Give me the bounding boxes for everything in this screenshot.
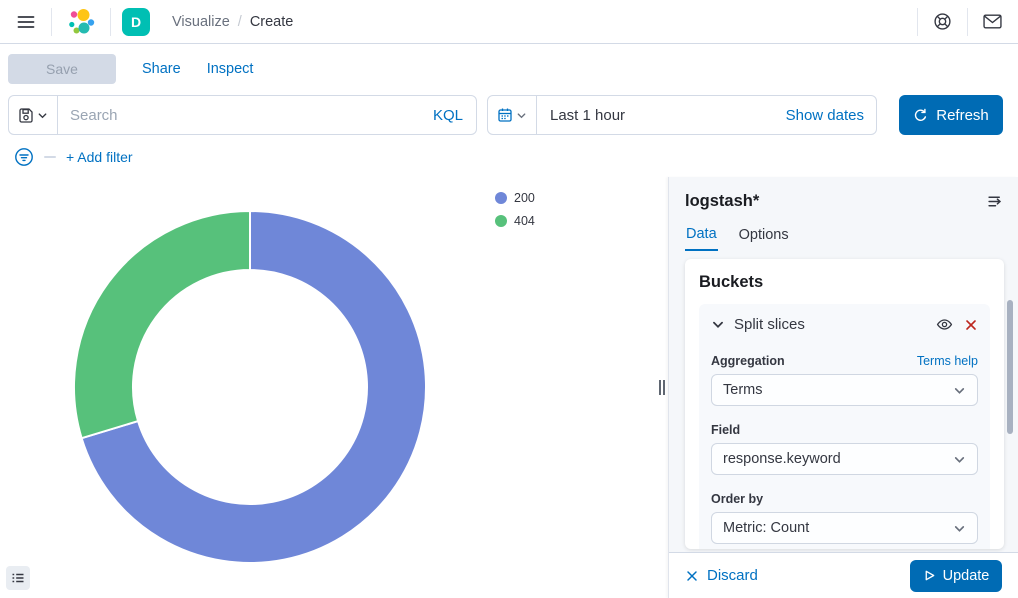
chevron-down-icon	[713, 321, 723, 328]
chart-legend: 200 404	[495, 191, 535, 228]
toggle-visibility-eye-icon[interactable]	[936, 316, 953, 333]
legend-toggle-button[interactable]	[6, 566, 30, 590]
field-label: Field	[711, 423, 741, 437]
order-by-select[interactable]: Metric: Count	[711, 512, 978, 544]
time-range-value[interactable]: Last 1 hour	[537, 107, 638, 124]
date-quick-menu-button[interactable]	[488, 96, 537, 134]
legend-dot-404	[495, 215, 507, 227]
pinned-filters-divider	[44, 156, 56, 158]
legend-item-200[interactable]: 200	[495, 191, 535, 205]
discard-button[interactable]: Discard	[685, 567, 758, 584]
chevron-down-icon	[517, 112, 526, 118]
refresh-button[interactable]: Refresh	[899, 95, 1003, 135]
share-button[interactable]: Share	[142, 60, 181, 77]
space-avatar[interactable]: D	[122, 7, 150, 36]
header-right-icons	[906, 7, 1006, 36]
play-icon	[925, 570, 934, 581]
query-language-button[interactable]: KQL	[420, 107, 476, 124]
chevron-down-icon	[954, 456, 965, 463]
calendar-icon	[498, 108, 512, 122]
chevron-down-icon	[38, 112, 47, 118]
editor-footer: Discard Update	[669, 552, 1018, 598]
donut-slice-404[interactable]	[73, 210, 251, 440]
query-bar: KQL Last 1 hour Show dates Refresh	[0, 95, 1018, 135]
list-icon	[12, 573, 24, 583]
update-button[interactable]: Update	[910, 559, 1002, 592]
tab-data[interactable]: Data	[685, 226, 718, 251]
elastic-logo[interactable]	[63, 4, 99, 40]
buckets-card: Buckets Split slices	[685, 259, 1004, 549]
breadcrumb-separator: /	[237, 13, 242, 30]
visualize-toolbar: Save Share Inspect	[0, 44, 1018, 93]
header-divider	[110, 7, 111, 36]
split-slices-toggle[interactable]: Split slices	[711, 316, 805, 333]
panel-header: logstash*	[685, 192, 1004, 211]
remove-bucket-x-icon[interactable]	[964, 318, 978, 332]
header-divider	[51, 7, 52, 36]
panel-scrollbar[interactable]	[1007, 300, 1013, 434]
donut-chart	[73, 210, 427, 564]
refresh-label: Refresh	[936, 106, 989, 124]
close-icon	[687, 570, 697, 581]
order-by-label: Order by	[711, 492, 764, 506]
field-value: response.keyword	[723, 451, 841, 467]
refresh-icon	[915, 108, 927, 121]
legend-item-404[interactable]: 404	[495, 214, 535, 228]
hamburger-menu-icon[interactable]	[12, 8, 40, 36]
save-button[interactable]: Save	[8, 53, 116, 84]
legend-label-404: 404	[514, 214, 535, 228]
chevron-down-icon	[954, 387, 965, 394]
bucket-agg-panel: Split slices	[699, 304, 990, 549]
saved-query-menu-button[interactable]	[9, 96, 58, 134]
legend-dot-200	[495, 192, 507, 204]
terms-help-link[interactable]: Terms help	[916, 354, 978, 368]
collapse-panel-icon[interactable]	[987, 193, 1004, 210]
filter-options-icon[interactable]	[14, 147, 34, 167]
inspect-button[interactable]: Inspect	[206, 60, 254, 77]
header-divider	[967, 7, 968, 36]
add-filter-button[interactable]: + Add filter	[66, 149, 133, 165]
buckets-heading: Buckets	[699, 273, 764, 291]
show-dates-button[interactable]: Show dates	[774, 107, 876, 124]
panel-resize-handle[interactable]	[659, 379, 665, 395]
header-divider	[917, 7, 918, 36]
date-picker: Last 1 hour Show dates	[487, 95, 877, 135]
breadcrumb-visualize[interactable]: Visualize	[172, 13, 230, 30]
discard-label: Discard	[707, 567, 758, 584]
search-input[interactable]	[58, 106, 420, 124]
chevron-down-icon	[954, 525, 965, 532]
aggregation-select[interactable]: Terms	[711, 374, 978, 406]
legend-label-200: 200	[514, 191, 535, 205]
update-label: Update	[942, 567, 990, 584]
order-by-value: Metric: Count	[723, 520, 810, 536]
editor-tabs: Data Options	[685, 226, 1004, 251]
field-select[interactable]: response.keyword	[711, 443, 978, 475]
index-pattern-title: logstash*	[685, 192, 760, 210]
visualization-chart-area: 200 404	[0, 177, 668, 598]
aggregation-label: Aggregation	[711, 354, 785, 368]
mail-icon[interactable]	[979, 10, 1006, 33]
donut-slice-200[interactable]	[80, 210, 427, 564]
save-query-icon	[19, 108, 33, 123]
breadcrumb-create: Create	[249, 13, 294, 30]
search-box: KQL	[8, 95, 477, 135]
split-slices-row: Split slices	[711, 316, 978, 333]
split-slices-label: Split slices	[734, 316, 805, 333]
top-nav-bar: D Visualize / Create	[0, 0, 1018, 44]
tab-options[interactable]: Options	[738, 226, 790, 251]
visualization-editor-panel: logstash* Data Options Buckets	[668, 177, 1018, 598]
breadcrumb: Visualize / Create	[172, 14, 293, 30]
main-content: 200 404 logstash*	[0, 177, 1018, 598]
help-icon[interactable]	[929, 8, 956, 35]
filter-bar: + Add filter	[0, 137, 1018, 177]
aggregation-value: Terms	[723, 382, 763, 398]
